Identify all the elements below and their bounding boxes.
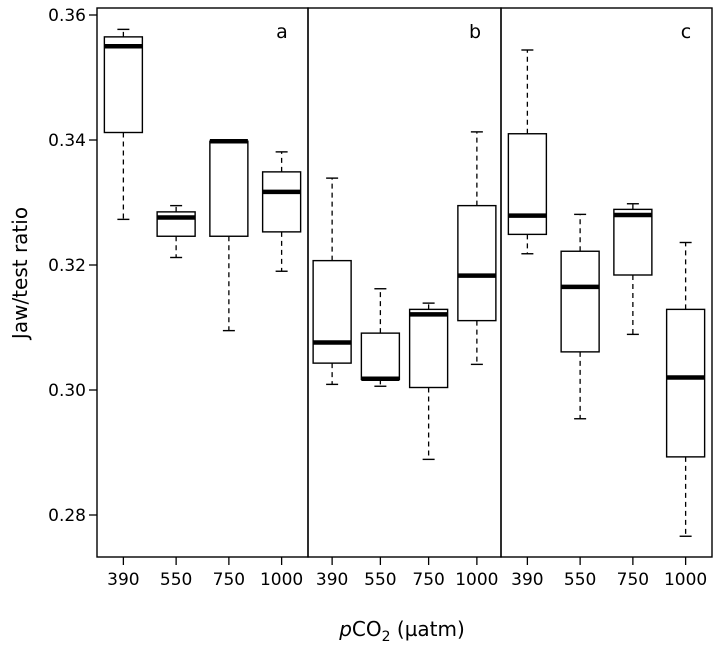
- box-c-750: [613, 203, 653, 336]
- box-a-750: [209, 139, 249, 332]
- box-iqr: [261, 171, 302, 233]
- x-tick-label: 750: [617, 570, 649, 590]
- box-a-550: [156, 204, 196, 259]
- y-tick-label: 0.32: [48, 256, 86, 276]
- box-iqr: [209, 140, 249, 237]
- box-b-1000: [457, 131, 497, 366]
- panel-label: a: [276, 21, 288, 43]
- box-c-550: [560, 213, 600, 420]
- x-axis-title-prefix: p: [338, 617, 352, 641]
- x-tick-label: 750: [213, 570, 245, 590]
- panel-b: b: [307, 7, 502, 558]
- y-tick-label: 0.36: [48, 6, 86, 26]
- box-iqr: [457, 204, 497, 322]
- y-tick-label: 0.34: [48, 131, 86, 151]
- y-tick-label: 0.28: [48, 506, 86, 526]
- box-b-550: [360, 288, 401, 387]
- box-c-390: [507, 49, 548, 255]
- x-axis-title-main: CO: [352, 617, 382, 641]
- x-axis-title-subscript: 2: [382, 629, 391, 645]
- box-b-750: [408, 302, 449, 461]
- panel-label: b: [469, 21, 481, 43]
- x-tick-label: 550: [564, 570, 596, 590]
- y-axis: 0.28 0.30 0.32 0.34 0.36: [48, 6, 97, 526]
- x-axis-title: pCO2 (µatm): [338, 617, 465, 645]
- x-tick-label: 550: [160, 570, 192, 590]
- x-tick-label: 1000: [455, 570, 498, 590]
- box-iqr: [312, 259, 352, 364]
- box-iqr: [360, 332, 401, 381]
- panel-label: c: [681, 21, 691, 43]
- box-iqr: [103, 36, 144, 134]
- panel-frame: [500, 7, 713, 558]
- box-b-390: [312, 177, 352, 386]
- box-iqr: [613, 208, 653, 276]
- x-tick-label: 1000: [664, 570, 707, 590]
- x-tick-label: 750: [412, 570, 444, 590]
- box-iqr: [665, 308, 706, 458]
- panels-layer: a b c: [96, 7, 713, 558]
- box-iqr: [560, 250, 600, 353]
- x-tick-label: 390: [511, 570, 543, 590]
- x-tick-label: 550: [364, 570, 396, 590]
- box-c-1000: [665, 241, 706, 537]
- y-axis-title: Jaw/test ratio: [8, 207, 32, 341]
- box-a-1000: [261, 151, 302, 272]
- x-tick-label: 390: [316, 570, 348, 590]
- box-iqr: [507, 133, 548, 236]
- box-iqr: [408, 308, 449, 389]
- panel-c: c: [500, 7, 713, 558]
- panel-a: a: [96, 7, 309, 558]
- x-axis-title-unit: (µatm): [391, 617, 465, 641]
- x-axis: 390 550 750 1000 390 550 750 1000 390 550 750 1000: [107, 557, 707, 590]
- box-a-390: [103, 28, 144, 221]
- y-tick-label: 0.30: [48, 381, 86, 401]
- x-tick-label: 390: [107, 570, 139, 590]
- x-tick-label: 1000: [260, 570, 303, 590]
